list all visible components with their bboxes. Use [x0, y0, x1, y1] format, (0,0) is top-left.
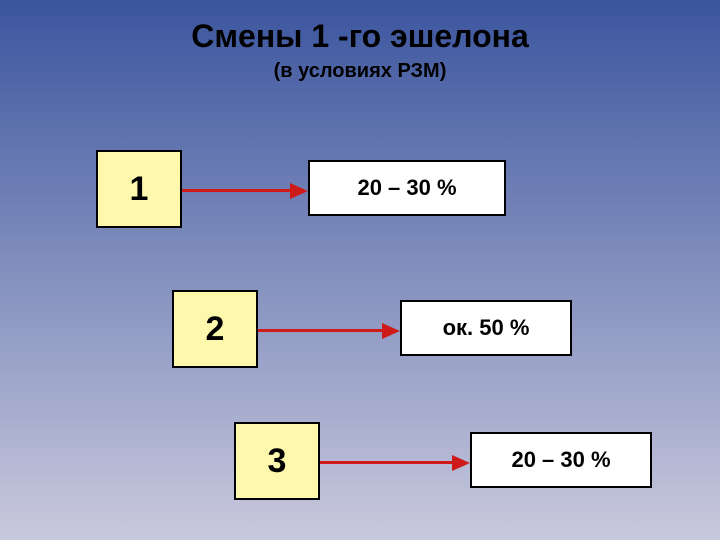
arrow-line-3 — [320, 461, 452, 464]
arrow-head-1 — [290, 183, 308, 199]
title-line-1: Смены 1 -го эшелона — [0, 18, 720, 55]
label-box-1: 20 – 30 % — [308, 160, 506, 216]
arrow-head-2 — [382, 323, 400, 339]
arrow-head-3 — [452, 455, 470, 471]
arrow-line-2 — [258, 329, 382, 332]
title-line-2: (в условиях РЗМ) — [0, 60, 720, 83]
num-box-2: 2 — [172, 290, 258, 368]
arrow-line-1 — [182, 189, 290, 192]
label-box-3: 20 – 30 % — [470, 432, 652, 488]
num-box-1: 1 — [96, 150, 182, 228]
label-box-2: ок. 50 % — [400, 300, 572, 356]
num-box-3: 3 — [234, 422, 320, 500]
